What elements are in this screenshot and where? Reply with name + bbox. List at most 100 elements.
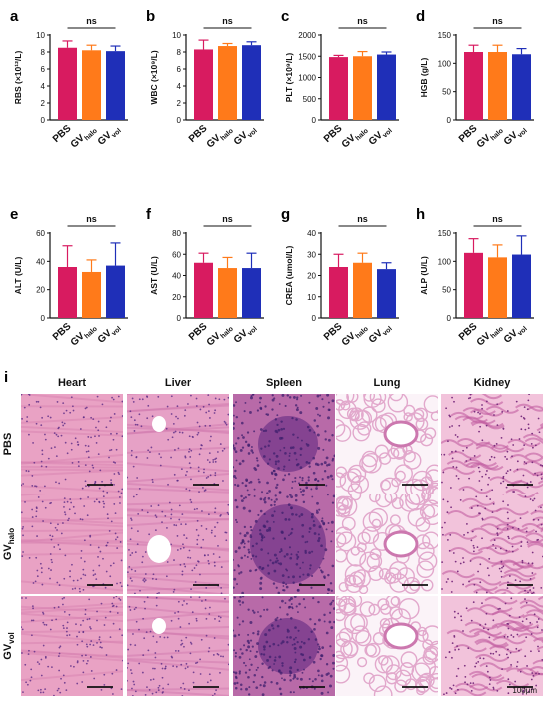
histology-heart-2 (21, 596, 123, 696)
bar-h-2 (512, 254, 531, 318)
bar-c-1 (353, 56, 372, 120)
y-tick-label-a-4: 8 (41, 48, 46, 57)
bar-g-0 (329, 267, 348, 318)
y-tick-label-c-4: 2000 (298, 31, 316, 40)
panel-label-d: d (416, 8, 425, 25)
bar-g-1 (353, 262, 372, 318)
histology-kidney-0 (441, 394, 543, 494)
x-tick-label-d-1: GVhalo (475, 123, 505, 152)
column-label-liver: Liver (165, 377, 192, 389)
histology-heart-0 (21, 394, 123, 494)
histology-liver-0 (127, 394, 229, 494)
histology-liver-2 (127, 596, 229, 696)
row-label-sub-2: vol (7, 632, 16, 644)
bar-e-2 (106, 265, 125, 318)
row-label-1: GVhalo (2, 528, 16, 560)
bar-e-0 (58, 267, 77, 318)
y-tick-label-f-3: 60 (172, 250, 181, 259)
y-axis-label-b: WBC (×10⁹/L) (149, 50, 159, 104)
y-axis-label-f: AST (U/L) (149, 256, 159, 295)
y-axis-label-h: ALP (U/L) (419, 256, 429, 295)
y-tick-label-a-1: 2 (41, 99, 46, 108)
y-tick-label-c-3: 1500 (298, 52, 316, 61)
x-tick-label-a-1: GVhalo (69, 123, 99, 152)
y-tick-label-a-3: 6 (41, 65, 46, 74)
x-tick-label-h-2-sub: vol (517, 325, 529, 337)
x-tick-label-g-1: GVhalo (340, 321, 370, 350)
row-label-2: GVvol (2, 632, 16, 659)
panel-label-c: c (281, 8, 289, 25)
x-tick-label-d-2: GVvol (502, 123, 529, 149)
y-axis-label-e: ALT (U/L) (13, 257, 23, 295)
y-axis-label-g: CREA (umol/L) (284, 246, 294, 306)
histology-lung-2 (336, 596, 438, 696)
panel-label-b: b (146, 8, 155, 25)
y-tick-label-e-2: 40 (36, 257, 45, 266)
bar-a-0 (58, 47, 77, 120)
y-tick-label-f-1: 20 (172, 293, 181, 302)
column-label-lung: Lung (374, 377, 401, 389)
y-tick-label-b-0: 0 (177, 116, 182, 125)
x-tick-label-f-2: GVvol (232, 321, 259, 347)
sig-label-h: ns (492, 214, 503, 224)
y-axis-label-a: RBS (×10¹²/L) (13, 51, 23, 105)
bar-b-1 (218, 46, 237, 120)
y-tick-label-f-2: 40 (172, 272, 181, 281)
histology-figure: i Heart Liver Spleen Lung KidneyPBSGVhaloGVvo… (2, 370, 543, 696)
x-tick-label-f-1: GVhalo (205, 321, 235, 350)
bar-c-2 (377, 54, 396, 120)
bar-h-0 (464, 252, 483, 318)
bar-b-0 (194, 49, 213, 121)
bar-c-0 (329, 57, 348, 120)
y-tick-label-d-1: 50 (442, 88, 451, 97)
y-tick-label-h-0: 0 (447, 314, 452, 323)
row-label-text-1: GV (2, 544, 14, 561)
x-tick-label-g-2-sub: vol (382, 325, 394, 337)
x-tick-label-g-2: GVvol (367, 321, 394, 347)
histology-lung-0 (336, 394, 438, 494)
bar-a-2 (106, 51, 125, 120)
histology-heart-2-tissue (21, 596, 123, 696)
panel-label-i: i (4, 370, 8, 386)
row-label-text-2: GV (2, 643, 14, 660)
x-tick-label-h-1: GVhalo (475, 321, 505, 350)
y-tick-label-d-3: 150 (438, 31, 452, 40)
y-tick-label-g-4: 40 (307, 229, 316, 238)
column-label-spleen: Spleen (266, 377, 302, 389)
y-tick-label-e-1: 20 (36, 286, 45, 295)
x-tick-label-e-2-sub: vol (111, 325, 123, 337)
x-tick-label-b-1: GVhalo (205, 123, 235, 152)
y-tick-label-g-1: 10 (307, 293, 316, 302)
row-label-0: PBS (2, 433, 14, 456)
column-label-kidney: Kidney (474, 377, 512, 389)
y-tick-label-h-1: 50 (442, 286, 451, 295)
y-tick-label-h-3: 150 (438, 229, 452, 238)
x-tick-label-d-2-sub: vol (517, 127, 529, 139)
bar-d-1 (488, 52, 507, 120)
y-tick-label-d-2: 100 (438, 59, 452, 68)
y-tick-label-g-0: 0 (312, 314, 317, 323)
y-tick-label-h-2: 100 (438, 257, 452, 266)
x-tick-label-b-2: GVvol (232, 123, 259, 149)
sig-label-f: ns (222, 214, 233, 224)
histology-heart-1-tissue (21, 494, 123, 594)
bar-f-2 (242, 268, 261, 318)
x-tick-label-c-2: GVvol (367, 123, 394, 149)
scale-bar-label: 100μm (512, 686, 537, 695)
y-tick-label-a-0: 0 (41, 116, 46, 125)
y-tick-label-f-0: 0 (177, 314, 182, 323)
sig-label-c: ns (357, 16, 368, 26)
sig-label-e: ns (86, 214, 97, 224)
y-tick-label-a-5: 10 (36, 31, 45, 40)
y-tick-label-c-1: 500 (303, 95, 317, 104)
sig-label-g: ns (357, 214, 368, 224)
row-label-sub-1: halo (7, 528, 16, 545)
y-tick-label-b-1: 2 (177, 99, 182, 108)
y-tick-label-a-2: 4 (41, 82, 46, 91)
histology-liver-1-tissue (127, 494, 229, 594)
y-axis-label-d: HGB (g/L) (419, 58, 429, 98)
